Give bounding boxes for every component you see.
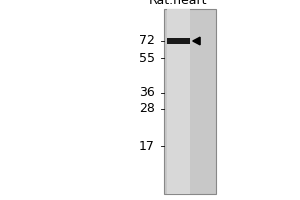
Text: 72: 72 <box>139 34 154 47</box>
Text: 28: 28 <box>139 102 154 116</box>
Text: 55: 55 <box>139 51 154 64</box>
Text: 17: 17 <box>139 140 154 152</box>
Bar <box>167 9 190 194</box>
Bar <box>167 38 190 44</box>
Polygon shape <box>193 37 200 45</box>
Bar <box>164 9 216 194</box>
Text: 36: 36 <box>139 86 154 99</box>
Text: Rat.heart: Rat.heart <box>149 0 208 7</box>
